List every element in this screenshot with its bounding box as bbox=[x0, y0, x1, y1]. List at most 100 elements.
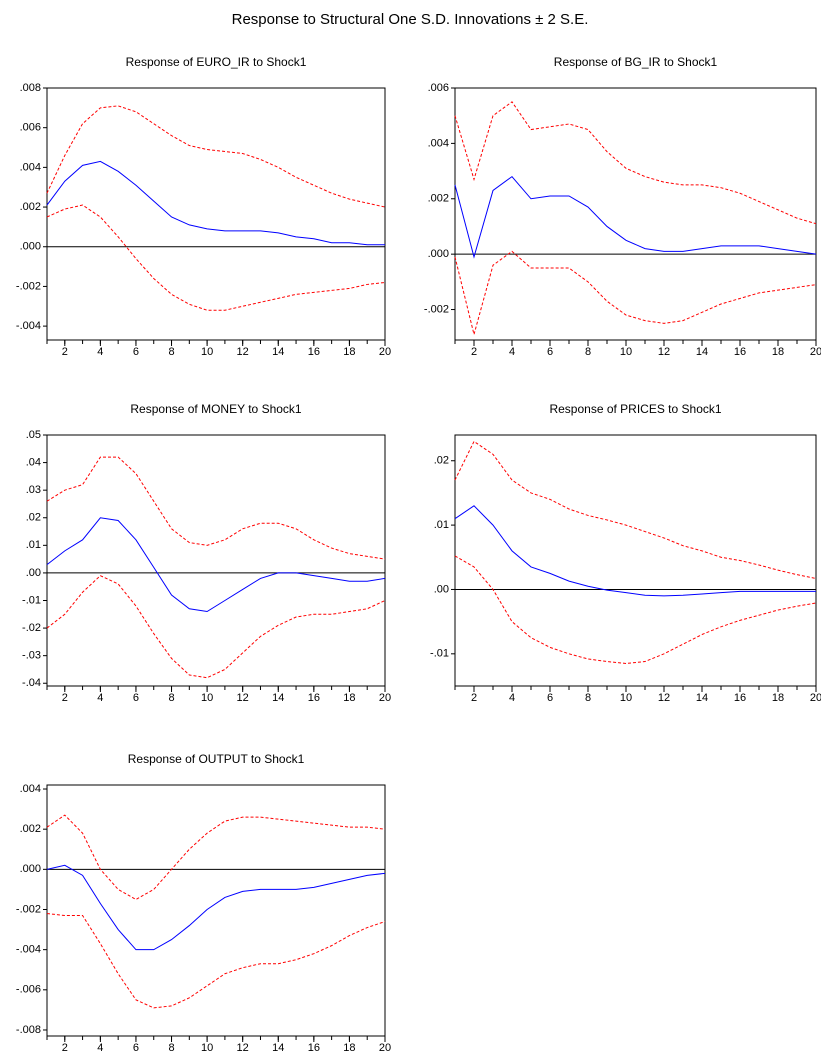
x-tick-label: 8 bbox=[585, 346, 591, 358]
x-tick-label: 14 bbox=[696, 346, 708, 358]
y-tick-label: -.002 bbox=[16, 280, 41, 292]
panel: Response of MONEY to Shock1 -.04 -.03 -.02 -… bbox=[22, 402, 391, 704]
response-line bbox=[454, 175, 817, 259]
y-tick-label: .00 bbox=[26, 567, 41, 579]
y-tick-label: .008 bbox=[20, 82, 41, 94]
y-tick-label: .000 bbox=[428, 248, 449, 260]
panel: Response of BG_IR to Shock1 -.002 .000 .002… bbox=[424, 55, 821, 358]
response-line bbox=[454, 555, 817, 664]
response-line bbox=[454, 101, 817, 225]
y-tick-label: .006 bbox=[20, 122, 41, 134]
x-tick-label: 4 bbox=[97, 1042, 103, 1054]
x-tick-label: 4 bbox=[97, 692, 103, 704]
x-tick-label: 20 bbox=[379, 1042, 391, 1054]
panel-title: Response of EURO_IR to Shock1 bbox=[126, 55, 307, 69]
response-line bbox=[46, 913, 386, 1009]
y-tick-label: .05 bbox=[26, 429, 41, 441]
x-tick-label: 10 bbox=[620, 692, 632, 704]
response-line bbox=[46, 456, 386, 560]
y-tick-label: .02 bbox=[434, 455, 449, 467]
x-tick-label: 8 bbox=[168, 346, 174, 358]
x-tick-label: 4 bbox=[509, 346, 515, 358]
x-tick-label: 8 bbox=[168, 692, 174, 704]
x-tick-label: 14 bbox=[696, 692, 708, 704]
x-tick-label: 2 bbox=[471, 346, 477, 358]
x-tick-label: 2 bbox=[471, 692, 477, 704]
response-line bbox=[454, 505, 816, 597]
y-tick-label: .04 bbox=[26, 456, 41, 468]
x-tick-label: 4 bbox=[97, 346, 103, 358]
y-tick-label: -.02 bbox=[22, 622, 41, 634]
y-tick-label: .000 bbox=[20, 863, 41, 875]
y-tick-label: .03 bbox=[26, 484, 41, 496]
x-tick-label: 12 bbox=[237, 346, 249, 358]
y-tick-label: .002 bbox=[428, 193, 449, 205]
plot-frame bbox=[454, 434, 817, 687]
x-tick-label: 16 bbox=[308, 346, 320, 358]
response-line bbox=[454, 440, 817, 580]
x-tick-label: 14 bbox=[272, 346, 284, 358]
x-tick-label: 8 bbox=[168, 1042, 174, 1054]
x-tick-label: 20 bbox=[810, 346, 821, 358]
x-tick-label: 12 bbox=[658, 692, 670, 704]
y-tick-label: .004 bbox=[428, 137, 449, 149]
figure-title: Response to Structural One S.D. Innovati… bbox=[232, 11, 589, 28]
x-tick-label: 20 bbox=[379, 692, 391, 704]
x-tick-label: 14 bbox=[272, 692, 284, 704]
y-tick-label: -.01 bbox=[430, 648, 449, 660]
y-tick-label: -.002 bbox=[424, 303, 449, 315]
x-tick-label: 4 bbox=[509, 692, 515, 704]
y-tick-label: .01 bbox=[434, 519, 449, 531]
panel-title: Response of OUTPUT to Shock1 bbox=[128, 752, 305, 766]
response-line bbox=[46, 160, 385, 246]
y-tick-label: -.004 bbox=[16, 320, 41, 332]
y-tick-label: .02 bbox=[26, 512, 41, 524]
x-tick-label: 20 bbox=[810, 692, 821, 704]
x-tick-label: 16 bbox=[734, 692, 746, 704]
x-tick-label: 2 bbox=[62, 346, 68, 358]
x-tick-label: 10 bbox=[620, 346, 632, 358]
x-tick-label: 10 bbox=[201, 692, 213, 704]
x-tick-label: 18 bbox=[772, 346, 784, 358]
y-tick-label: -.002 bbox=[16, 903, 41, 915]
panel: Response of EURO_IR to Shock1 -.004 -.002.… bbox=[16, 55, 391, 358]
x-tick-label: 6 bbox=[133, 1042, 139, 1054]
x-tick-label: 12 bbox=[237, 692, 249, 704]
x-tick-label: 16 bbox=[308, 1042, 320, 1054]
x-tick-label: 16 bbox=[734, 346, 746, 358]
x-tick-label: 6 bbox=[133, 346, 139, 358]
x-tick-label: 18 bbox=[343, 692, 355, 704]
x-tick-label: 2 bbox=[62, 692, 68, 704]
x-tick-label: 18 bbox=[343, 346, 355, 358]
panel-title: Response of BG_IR to Shock1 bbox=[554, 55, 718, 69]
y-tick-label: -.006 bbox=[16, 984, 41, 996]
x-tick-label: 6 bbox=[547, 346, 553, 358]
x-tick-label: 12 bbox=[658, 346, 670, 358]
y-tick-label: .002 bbox=[20, 823, 41, 835]
y-tick-label: .004 bbox=[20, 161, 41, 173]
response-line bbox=[46, 204, 386, 311]
panel-title: Response of PRICES to Shock1 bbox=[549, 402, 721, 416]
y-tick-label: .002 bbox=[20, 201, 41, 213]
x-tick-label: 12 bbox=[237, 1042, 249, 1054]
response-line bbox=[46, 864, 386, 951]
y-tick-label: .00 bbox=[434, 583, 449, 595]
response-line bbox=[46, 105, 386, 208]
plot-frame bbox=[46, 784, 386, 1037]
plot-frame bbox=[46, 434, 386, 687]
y-tick-label: -.008 bbox=[16, 1024, 41, 1036]
x-tick-label: 18 bbox=[343, 1042, 355, 1054]
x-tick-label: 6 bbox=[547, 692, 553, 704]
x-tick-label: 16 bbox=[308, 692, 320, 704]
y-tick-label: .000 bbox=[20, 241, 41, 253]
x-tick-label: 20 bbox=[379, 346, 391, 358]
x-tick-label: 18 bbox=[772, 692, 784, 704]
response-line bbox=[46, 814, 386, 901]
x-tick-label: 14 bbox=[272, 1042, 284, 1054]
plot-frame bbox=[454, 87, 817, 341]
x-tick-label: 8 bbox=[585, 692, 591, 704]
response-line bbox=[46, 575, 386, 679]
y-tick-label: .006 bbox=[428, 82, 449, 94]
y-tick-label: .004 bbox=[20, 783, 41, 795]
